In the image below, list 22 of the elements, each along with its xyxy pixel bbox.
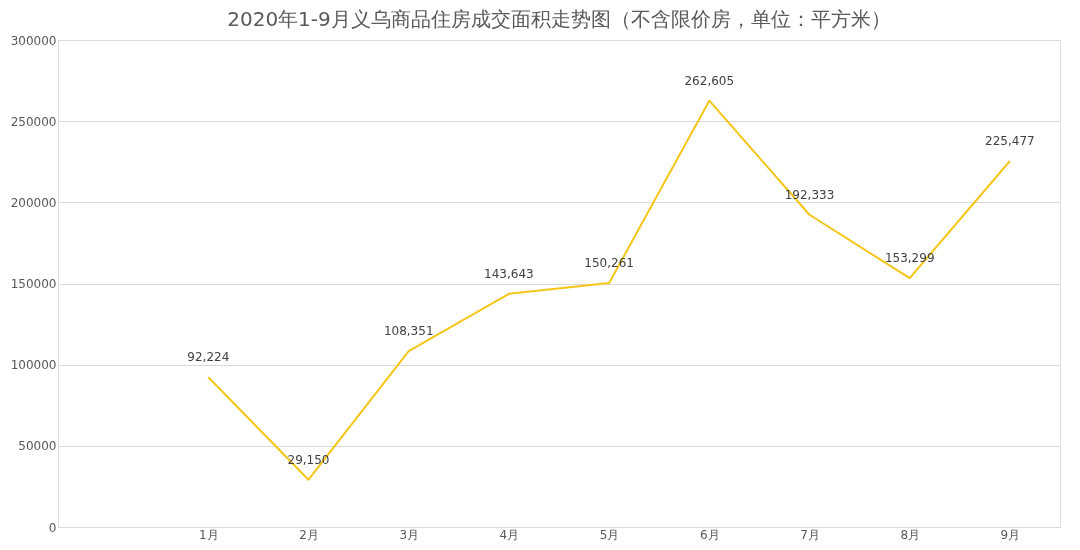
y-tick-label: 300000 [10, 33, 57, 48]
data-label: 262,605 [684, 73, 735, 88]
y-tick-label: 0 [48, 520, 57, 535]
chart-title: 2020年1-9月义乌商品住房成交面积走势图（不含限价房，单位：平方米） [227, 7, 891, 31]
y-tick-label: 200000 [10, 195, 57, 210]
x-tick-label: 9月 [1000, 527, 1021, 542]
data-label: 92,224 [187, 350, 230, 365]
y-tick-label: 150000 [10, 277, 57, 291]
y-tick-label: 250000 [10, 114, 57, 129]
x-tick-label: 4月 [499, 527, 520, 542]
x-tick-label: 8月 [900, 527, 921, 542]
x-tick-label: 2月 [299, 527, 319, 542]
data-label: 143,643 [484, 266, 534, 281]
x-tick-label: 5月 [599, 527, 620, 542]
data-label: 108,351 [383, 324, 434, 339]
x-tick-label: 7月 [800, 527, 820, 542]
y-tick-label: 50000 [18, 439, 57, 454]
x-tick-label: 6月 [699, 527, 720, 542]
data-label: 225,477 [985, 133, 1035, 148]
x-tick-label: 1月 [198, 527, 219, 542]
x-tick-label: 3月 [399, 527, 420, 542]
y-tick-label: 100000 [10, 358, 57, 373]
